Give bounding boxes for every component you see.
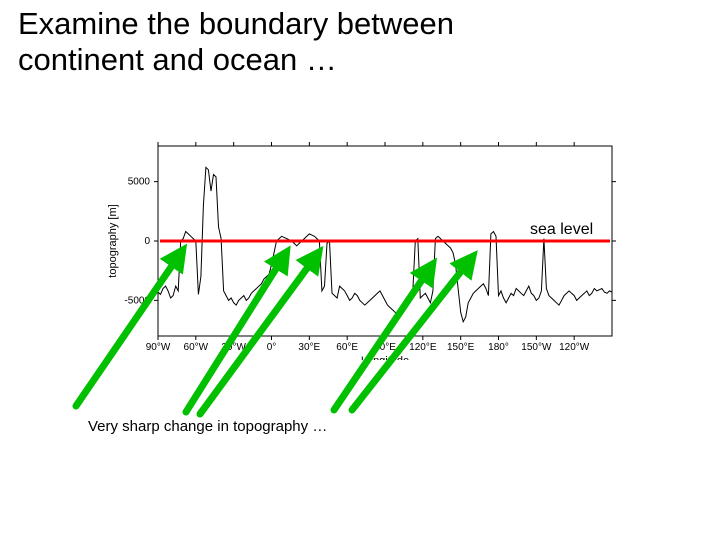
svg-text:-5000: -5000 bbox=[124, 295, 150, 306]
svg-text:60°E: 60°E bbox=[336, 342, 358, 353]
svg-text:5000: 5000 bbox=[128, 177, 151, 188]
page-title: Examine the boundary between continent a… bbox=[18, 6, 454, 78]
svg-text:0°: 0° bbox=[267, 342, 277, 353]
svg-text:150°E: 150°E bbox=[447, 342, 475, 353]
svg-text:90°E: 90°E bbox=[374, 342, 396, 353]
svg-text:180°: 180° bbox=[488, 342, 509, 353]
caption-text: Very sharp change in topography … bbox=[88, 418, 327, 435]
chart-svg: -5000 0 5000 90°W 60°W 30°W 0° 30°E 60°E 90°E 120°… bbox=[100, 130, 630, 360]
svg-text:topography [m]: topography [m] bbox=[107, 204, 119, 277]
svg-text:0: 0 bbox=[144, 236, 150, 247]
svg-text:150°W: 150°W bbox=[521, 342, 552, 353]
svg-text:30°W: 30°W bbox=[221, 342, 246, 353]
topography-chart: -5000 0 5000 90°W 60°W 30°W 0° 30°E 60°E 90°E 120°… bbox=[100, 130, 630, 360]
svg-text:120°E: 120°E bbox=[409, 342, 437, 353]
sea-level-label: sea level bbox=[530, 221, 593, 239]
svg-text:30°E: 30°E bbox=[298, 342, 320, 353]
svg-text:90°W: 90°W bbox=[146, 342, 171, 353]
slide: Examine the boundary between continent a… bbox=[0, 0, 720, 540]
svg-text:60°W: 60°W bbox=[184, 342, 209, 353]
svg-text:120°W: 120°W bbox=[559, 342, 590, 353]
svg-text:Longitude: Longitude bbox=[361, 355, 409, 360]
